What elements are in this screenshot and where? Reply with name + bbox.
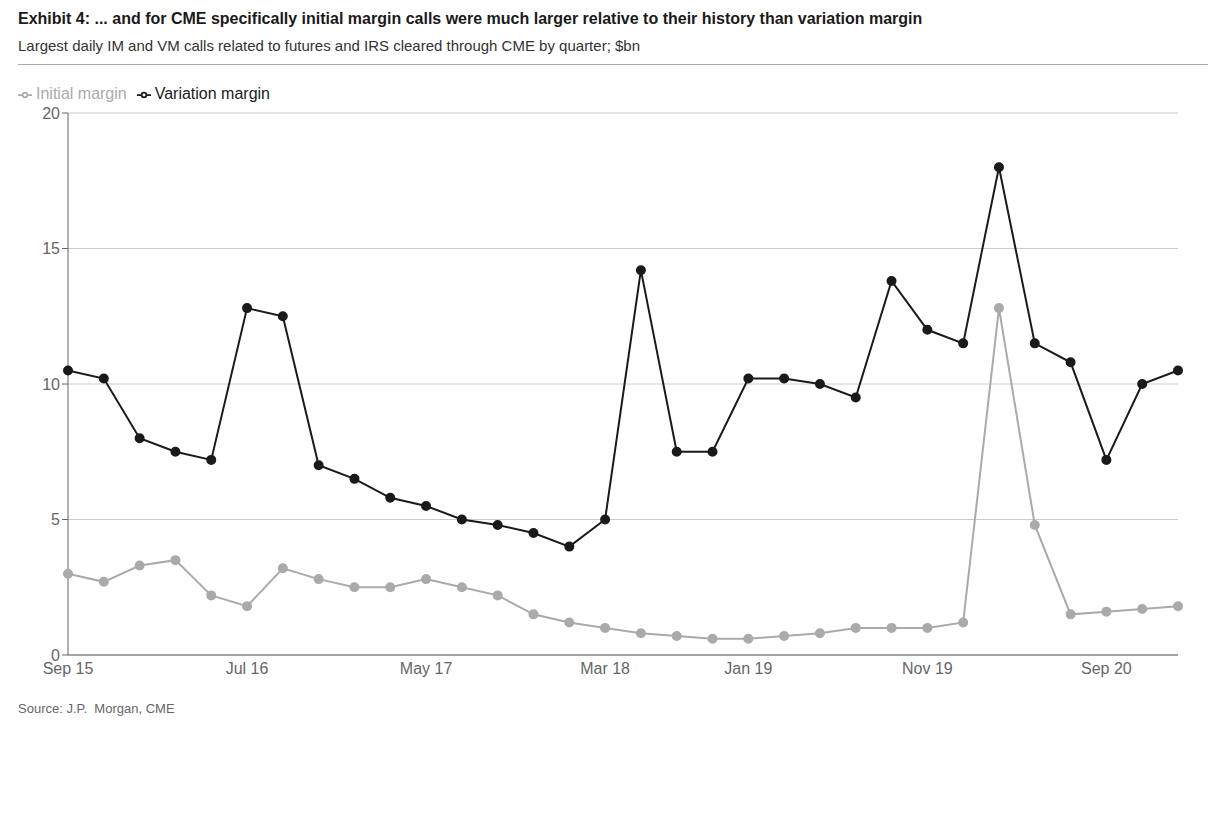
html-text:Initial margin: Initial margin (36, 85, 127, 102)
html-text:Variation margin: Variation margin (154, 85, 270, 102)
svg-text:Mar 18: Mar 18 (580, 660, 630, 677)
svg-text:10: 10 (42, 376, 60, 393)
html-text:Largest daily IM and VM calls: Largest daily IM and VM calls related to… (18, 37, 640, 54)
svg-text:Sep 15: Sep 15 (42, 660, 94, 678)
svg-text:Nov 19: Nov 19 (902, 660, 953, 677)
svg-text:15: 15 (42, 240, 60, 257)
html-text:Exhibit 4: ... and for CME spe: Exhibit 4: ... and for CME specifically … (18, 10, 923, 27)
svg-text:20: 20 (42, 105, 60, 122)
svg-text:0: 0 (51, 647, 60, 664)
svg-text:Jul 16: Jul 16 (226, 660, 269, 677)
svg-text:Jan 19: Jan 19 (724, 660, 772, 677)
svg-text:5: 5 (51, 511, 60, 528)
svg-text:May 17: May 17 (400, 660, 453, 677)
html-text:Source: J.P. Morgan, CME: Source: J.P. Morgan, CME (18, 701, 175, 716)
svg-text:Sep 20: Sep 20 (1081, 660, 1132, 677)
